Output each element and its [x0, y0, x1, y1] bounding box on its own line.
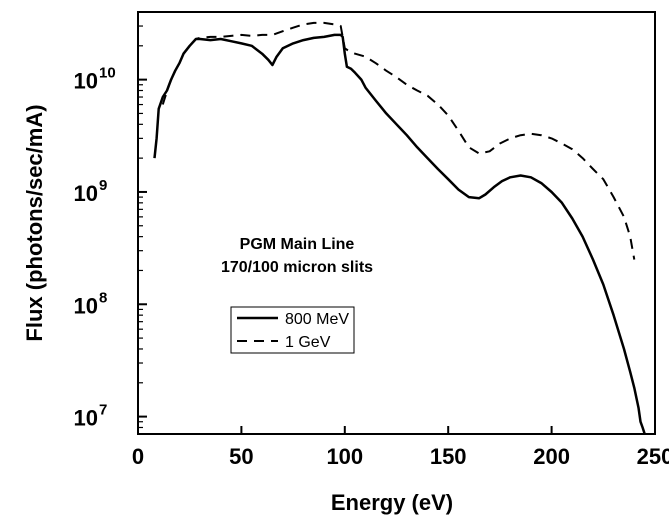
x-tick-label: 250	[637, 444, 669, 469]
x-axis-ticks: 0 50 100 150 200 250	[132, 426, 669, 469]
x-tick-label: 50	[229, 444, 253, 469]
series-line-800-mev	[153, 33, 646, 435]
legend: 800 MeV 1 GeV	[230, 306, 355, 354]
series-layer	[153, 21, 646, 435]
y-tick-exponent: 8	[99, 289, 107, 306]
x-tick-label: 200	[533, 444, 570, 469]
y-tick-exponent: 7	[99, 402, 107, 419]
legend-label-800mev: 800 MeV	[285, 311, 349, 328]
y-tick-label: 10	[74, 181, 98, 206]
annotation-line-2: 170/100 micron slits	[221, 259, 373, 276]
y-axis-title: Flux (photons/sec/mA)	[22, 104, 47, 341]
legend-label-1gev: 1 GeV	[285, 334, 331, 351]
y-tick-exponent: 10	[99, 65, 116, 82]
legend-box	[230, 306, 355, 354]
x-tick-label: 100	[326, 444, 363, 469]
y-tick-label: 10	[74, 406, 98, 431]
plot-frame	[137, 11, 656, 435]
x-axis-title: Energy (eV)	[331, 490, 453, 515]
x-tick-label: 0	[132, 444, 144, 469]
series-line-1-gev	[161, 21, 636, 260]
x-tick-label: 150	[430, 444, 467, 469]
y-tick-exponent: 9	[99, 177, 107, 194]
y-tick-label: 10	[74, 69, 98, 94]
annotation-line-1: PGM Main Line	[240, 236, 355, 253]
y-tick-label: 10	[74, 293, 98, 318]
